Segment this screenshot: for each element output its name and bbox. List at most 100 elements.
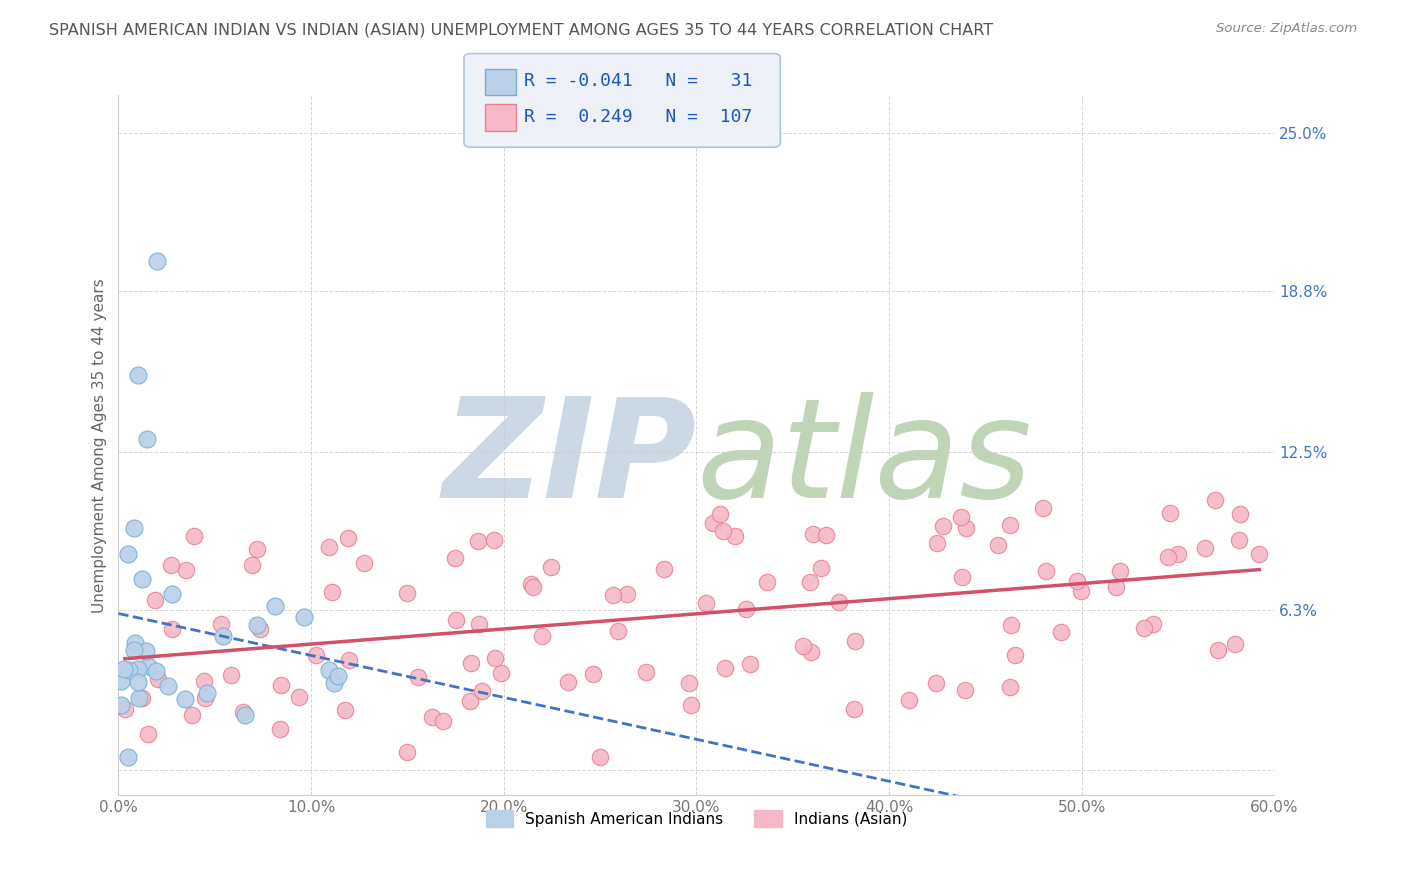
- Point: [489, 666, 512, 681]
- Point: [288, 690, 311, 705]
- Point: [160, 587, 183, 601]
- Point: [1159, 506, 1181, 520]
- Point: [1229, 507, 1251, 521]
- Point: [124, 635, 146, 649]
- Point: [1204, 493, 1226, 508]
- Point: [1249, 547, 1271, 561]
- Point: [110, 674, 132, 689]
- Point: [484, 650, 506, 665]
- Point: [264, 599, 287, 613]
- Point: [799, 645, 821, 659]
- Point: [321, 585, 343, 599]
- Point: [444, 550, 467, 565]
- Text: SPANISH AMERICAN INDIAN VS INDIAN (ASIAN) UNEMPLOYMENT AMONG AGES 35 TO 44 YEARS: SPANISH AMERICAN INDIAN VS INDIAN (ASIAN…: [49, 22, 993, 37]
- Point: [337, 531, 360, 545]
- Point: [814, 528, 837, 542]
- Point: [467, 533, 489, 548]
- Point: [557, 675, 579, 690]
- Point: [1223, 637, 1246, 651]
- Point: [156, 679, 179, 693]
- Point: [270, 678, 292, 692]
- Point: [1167, 547, 1189, 561]
- Point: [117, 750, 139, 764]
- Point: [711, 524, 734, 539]
- Point: [1206, 642, 1229, 657]
- Point: [898, 693, 921, 707]
- Text: ZIP: ZIP: [443, 392, 696, 527]
- Point: [246, 541, 269, 556]
- Point: [998, 518, 1021, 533]
- Point: [522, 580, 544, 594]
- Point: [844, 633, 866, 648]
- Point: [183, 529, 205, 543]
- Point: [709, 507, 731, 521]
- Point: [131, 690, 153, 705]
- Point: [395, 586, 418, 600]
- Point: [174, 563, 197, 577]
- Point: [606, 624, 628, 639]
- Point: [160, 622, 183, 636]
- Point: [1004, 648, 1026, 663]
- Point: [1070, 584, 1092, 599]
- Text: R = -0.041   N =   31: R = -0.041 N = 31: [524, 72, 752, 90]
- Point: [702, 516, 724, 530]
- Point: [136, 432, 159, 446]
- Point: [396, 745, 419, 759]
- Point: [135, 644, 157, 658]
- Point: [242, 558, 264, 573]
- Point: [353, 557, 375, 571]
- Point: [458, 694, 481, 708]
- Point: [333, 703, 356, 717]
- Point: [987, 539, 1010, 553]
- Point: [801, 526, 824, 541]
- Point: [1194, 541, 1216, 556]
- Point: [828, 595, 851, 609]
- Point: [1142, 616, 1164, 631]
- Point: [1000, 618, 1022, 632]
- Point: [998, 680, 1021, 694]
- Point: [127, 674, 149, 689]
- Point: [950, 570, 973, 584]
- Point: [304, 648, 326, 663]
- Point: [616, 587, 638, 601]
- Point: [221, 667, 243, 681]
- Point: [460, 656, 482, 670]
- Point: [1105, 580, 1128, 594]
- Point: [110, 698, 132, 713]
- Point: [468, 616, 491, 631]
- Point: [1133, 621, 1156, 635]
- Point: [540, 560, 562, 574]
- Y-axis label: Unemployment Among Ages 35 to 44 years: Unemployment Among Ages 35 to 44 years: [93, 278, 107, 613]
- Point: [233, 707, 256, 722]
- Point: [194, 691, 217, 706]
- Point: [1108, 564, 1130, 578]
- Point: [844, 701, 866, 715]
- Point: [695, 596, 717, 610]
- Point: [174, 691, 197, 706]
- Point: [159, 558, 181, 572]
- Point: [810, 560, 832, 574]
- Point: [326, 669, 349, 683]
- Point: [724, 529, 747, 543]
- Point: [602, 588, 624, 602]
- Point: [420, 710, 443, 724]
- Legend: Spanish American Indians, Indians (Asian): Spanish American Indians, Indians (Asian…: [479, 805, 914, 833]
- Point: [112, 661, 135, 675]
- Point: [212, 629, 235, 643]
- Point: [337, 652, 360, 666]
- Point: [246, 618, 269, 632]
- Point: [127, 368, 149, 383]
- Point: [180, 708, 202, 723]
- Point: [484, 533, 506, 547]
- Point: [589, 750, 612, 764]
- Point: [318, 540, 340, 554]
- Text: R =  0.249   N =  107: R = 0.249 N = 107: [524, 108, 752, 126]
- Point: [138, 658, 160, 673]
- Point: [1035, 564, 1057, 578]
- Point: [678, 675, 700, 690]
- Point: [756, 575, 779, 590]
- Point: [249, 622, 271, 636]
- Point: [530, 629, 553, 643]
- Point: [925, 536, 948, 550]
- Point: [432, 714, 454, 729]
